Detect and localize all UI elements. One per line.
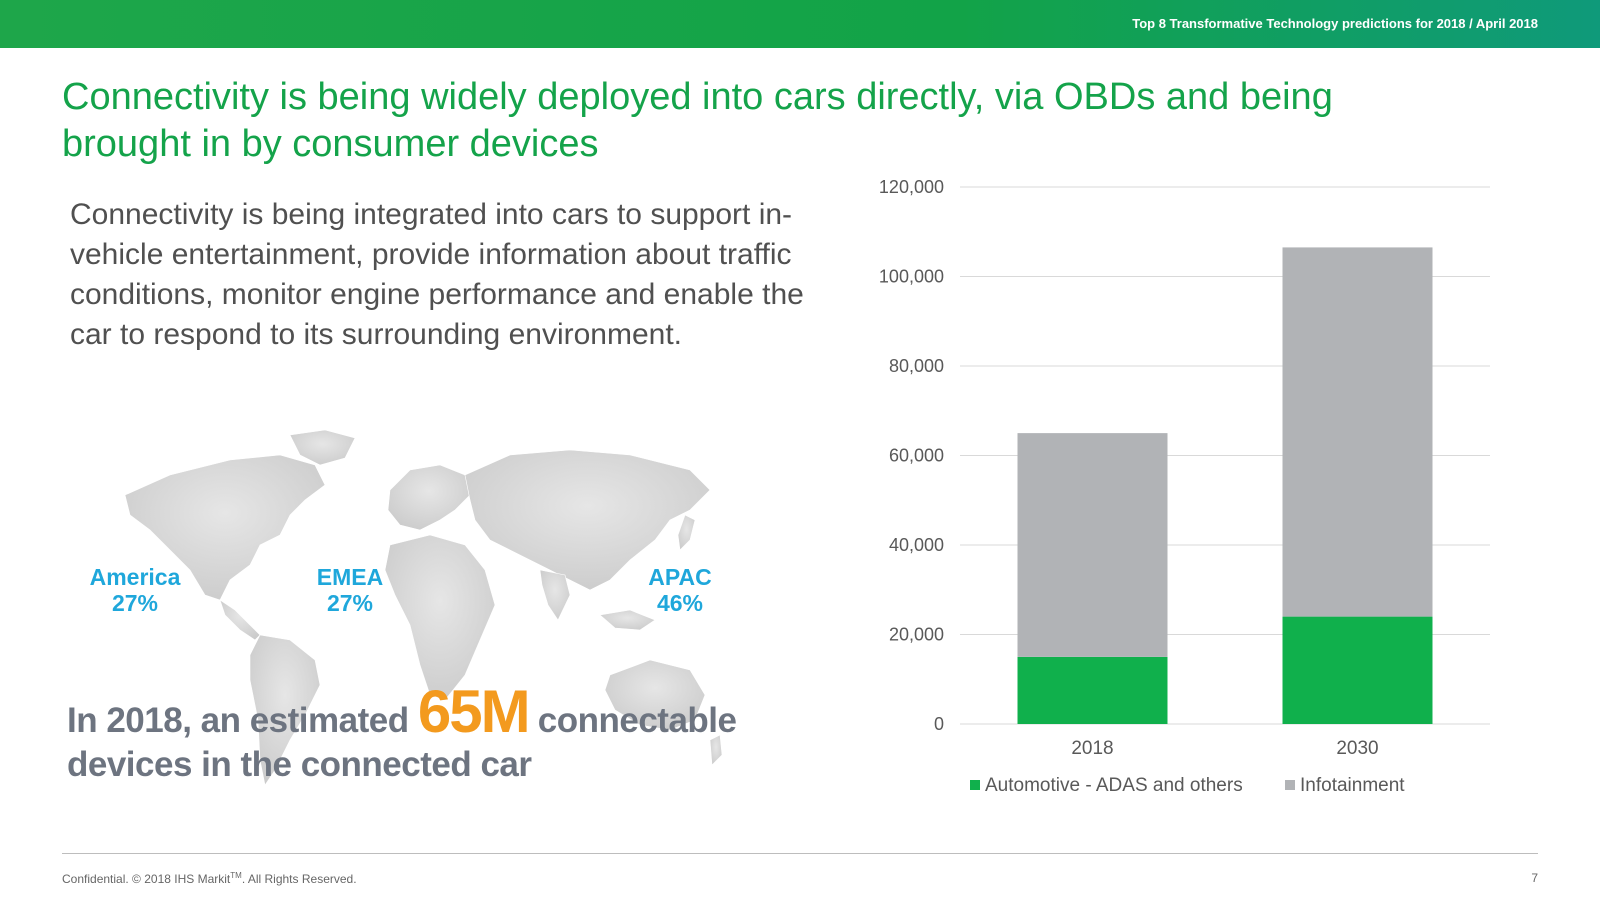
body-text: Connectivity is being integrated into ca… bbox=[70, 198, 804, 351]
legend-swatch bbox=[970, 780, 980, 790]
callout-text: In 2018, an estimated 65M connectable de… bbox=[67, 682, 827, 787]
region-pct: 46% bbox=[656, 590, 704, 616]
footer-divider bbox=[62, 853, 1538, 854]
region-america: America 27% bbox=[80, 564, 190, 616]
callout-pre: In 2018, an estimated bbox=[67, 701, 418, 740]
footer-copyright: Confidential. © 2018 IHS MarkitTM. All R… bbox=[62, 871, 357, 886]
trademark: TM bbox=[230, 871, 242, 880]
region-name: EMEA bbox=[316, 564, 384, 590]
footer-text: Confidential. © 2018 IHS Markit bbox=[62, 872, 231, 886]
region-apac: APAC 46% bbox=[625, 564, 735, 616]
y-tick-label: 20,000 bbox=[889, 625, 944, 645]
bar-segment bbox=[1017, 433, 1168, 657]
legend-swatch bbox=[1285, 780, 1295, 790]
x-tick-label: 2018 bbox=[1071, 738, 1113, 759]
legend-label: Automotive - ADAS and others bbox=[985, 775, 1243, 796]
region-emea: EMEA 27% bbox=[295, 564, 405, 616]
slide-title: Connectivity is being widely deployed in… bbox=[62, 76, 1333, 165]
y-tick-label: 0 bbox=[934, 714, 944, 734]
callout-figure: 65M bbox=[417, 678, 531, 745]
bar-segment bbox=[1282, 247, 1433, 617]
legend-label: Infotainment bbox=[1300, 775, 1405, 796]
page-number: 7 bbox=[1531, 871, 1538, 885]
region-pct: 27% bbox=[111, 590, 159, 616]
region-pct: 27% bbox=[326, 590, 374, 616]
world-map-image bbox=[124, 429, 723, 786]
bar-segment bbox=[1282, 616, 1433, 724]
header-bar: Top 8 Transformative Technology predicti… bbox=[0, 0, 1600, 48]
y-tick-label: 120,000 bbox=[879, 177, 944, 197]
header-text: Top 8 Transformative Technology predicti… bbox=[1132, 16, 1538, 31]
footer-rest: . All Rights Reserved. bbox=[241, 872, 357, 886]
region-name: APAC bbox=[648, 564, 712, 590]
y-tick-label: 80,000 bbox=[889, 356, 944, 376]
callout-post: connectable devices in the connected car bbox=[67, 701, 737, 784]
y-tick-label: 60,000 bbox=[889, 446, 944, 466]
stacked-bar-chart: 0 20,000 40,000 60,000 80,000 100,000 120,000 2… bbox=[879, 177, 1490, 796]
x-tick-label: 2030 bbox=[1336, 738, 1378, 759]
y-tick-label: 100,000 bbox=[879, 267, 944, 287]
bar-segment bbox=[1017, 656, 1168, 724]
region-name: America bbox=[89, 564, 181, 590]
y-tick-label: 40,000 bbox=[889, 535, 944, 555]
